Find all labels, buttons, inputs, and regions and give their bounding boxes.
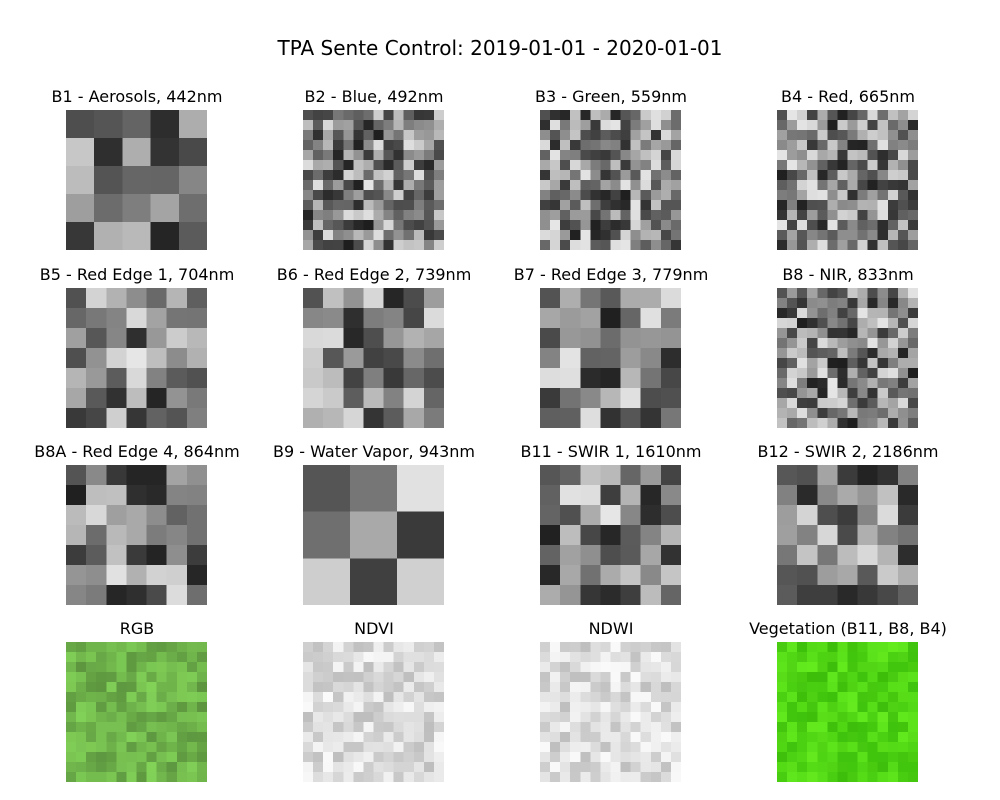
panel-title: RGB — [119, 619, 155, 638]
band-image — [66, 465, 207, 605]
band-image-raster — [540, 110, 681, 250]
panel-14: NDVI — [256, 619, 492, 789]
band-image — [66, 110, 207, 250]
panel-title: B4 - Red, 665nm — [781, 87, 915, 106]
band-image-raster — [303, 642, 444, 782]
band-image-raster — [303, 288, 444, 428]
band-image — [66, 288, 207, 428]
panel-title: B12 - SWIR 2, 2186nm — [757, 442, 939, 461]
figure-title: TPA Sente Control: 2019-01-01 - 2020-01-… — [277, 36, 723, 60]
panel-title: B2 - Blue, 492nm — [304, 87, 444, 106]
panel-title: B3 - Green, 559nm — [535, 87, 687, 106]
band-image — [303, 288, 444, 428]
band-image — [303, 110, 444, 250]
panel-title: B1 - Aerosols, 442nm — [51, 87, 223, 106]
band-image-raster — [303, 465, 444, 605]
panel-title: B7 - Red Edge 3, 779nm — [513, 265, 709, 284]
band-image — [303, 465, 444, 605]
band-image — [777, 110, 918, 250]
panel-13: RGB — [19, 619, 255, 789]
panel-title: B5 - Red Edge 1, 704nm — [39, 265, 235, 284]
panel-8: B8 - NIR, 833nm — [730, 265, 966, 435]
panel-1: B1 - Aerosols, 442nm — [19, 87, 255, 257]
band-image — [540, 642, 681, 782]
panel-7: B7 - Red Edge 3, 779nm — [493, 265, 729, 435]
band-image — [540, 288, 681, 428]
band-image — [540, 465, 681, 605]
panel-2: B2 - Blue, 492nm — [256, 87, 492, 257]
band-image-raster — [303, 110, 444, 250]
panel-12: B12 - SWIR 2, 2186nm — [730, 442, 966, 612]
band-image-raster — [540, 642, 681, 782]
panel-10: B9 - Water Vapor, 943nm — [256, 442, 492, 612]
band-image — [66, 642, 207, 782]
band-image-raster — [777, 642, 918, 782]
panel-16: Vegetation (B11, B8, B4) — [730, 619, 966, 789]
band-image-raster — [540, 288, 681, 428]
band-image-raster — [777, 465, 918, 605]
panel-title: B8A - Red Edge 4, 864nm — [34, 442, 240, 461]
panel-5: B5 - Red Edge 1, 704nm — [19, 265, 255, 435]
band-image — [303, 642, 444, 782]
band-image-raster — [777, 110, 918, 250]
band-image — [777, 642, 918, 782]
panel-title: B6 - Red Edge 2, 739nm — [276, 265, 472, 284]
panel-title: NDWI — [588, 619, 634, 638]
panel-9: B8A - Red Edge 4, 864nm — [19, 442, 255, 612]
panel-3: B3 - Green, 559nm — [493, 87, 729, 257]
band-image-raster — [777, 288, 918, 428]
panel-15: NDWI — [493, 619, 729, 789]
panel-4: B4 - Red, 665nm — [730, 87, 966, 257]
panel-title: B8 - NIR, 833nm — [782, 265, 914, 284]
panel-11: B11 - SWIR 1, 1610nm — [493, 442, 729, 612]
band-image-raster — [66, 110, 207, 250]
band-image-raster — [66, 642, 207, 782]
band-image-raster — [540, 465, 681, 605]
panel-title: B11 - SWIR 1, 1610nm — [520, 442, 702, 461]
band-image-raster — [66, 465, 207, 605]
panel-title: Vegetation (B11, B8, B4) — [749, 619, 947, 638]
panel-title: B9 - Water Vapor, 943nm — [273, 442, 475, 461]
band-image — [540, 110, 681, 250]
band-image — [777, 288, 918, 428]
panel-6: B6 - Red Edge 2, 739nm — [256, 265, 492, 435]
band-image — [777, 465, 918, 605]
panel-title: NDVI — [354, 619, 394, 638]
band-image-raster — [66, 288, 207, 428]
